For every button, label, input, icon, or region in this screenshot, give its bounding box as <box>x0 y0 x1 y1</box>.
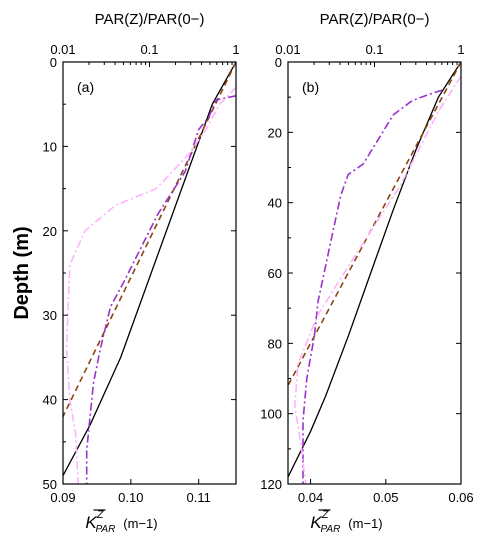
bottom-axis-title: KZ PAR (m−1) <box>85 509 157 535</box>
y-tick-label: 20 <box>43 224 57 239</box>
bottom-tick-label: 0.06 <box>448 490 473 505</box>
series-line-3 <box>293 75 461 484</box>
series-line-0 <box>63 62 236 476</box>
series-line-3 <box>65 86 236 484</box>
bottom-tick-label: 0.11 <box>187 490 211 505</box>
y-tick-label: 40 <box>268 196 282 211</box>
top-tick-label: 0.01 <box>275 42 300 57</box>
series-line-1 <box>63 62 236 417</box>
y-tick-label: 60 <box>268 266 282 281</box>
top-tick-label: 0.01 <box>50 42 75 57</box>
y-tick-label: 100 <box>260 407 282 422</box>
bottom-axis-title: KZ PAR (m−1) <box>310 509 382 535</box>
series-group <box>63 62 236 484</box>
plot-frame <box>287 61 462 485</box>
bottom-tick-label: 0.09 <box>50 490 75 505</box>
top-tick-label: 0.1 <box>140 42 158 57</box>
y-tick-label: 80 <box>268 336 282 351</box>
bottom-tick-label: 0.04 <box>298 490 323 505</box>
series-line-1 <box>288 62 461 386</box>
y-tick-label: 40 <box>43 393 57 408</box>
series-line-2 <box>85 95 236 484</box>
bottom-tick-label: 0.05 <box>373 490 398 505</box>
series-group <box>288 62 461 484</box>
series-line-2 <box>302 89 443 484</box>
series-line-0 <box>288 62 461 478</box>
bottom-tick-label: 0.10 <box>118 490 143 505</box>
top-axis-title: PAR(Z)/PAR(0−) <box>320 11 430 28</box>
panel-b: 0 20 40 60 80 100 120 0.04 0.05 0.06 0.01 0.1 1 PAR(Z… <box>260 11 473 535</box>
y-tick-label: 20 <box>268 125 282 140</box>
panel-label: (a) <box>77 79 94 95</box>
y-axis-title: Depth (m) <box>11 226 33 319</box>
top-axis-title: PAR(Z)/PAR(0−) <box>95 11 205 28</box>
y-tick-label: 0 <box>275 55 282 70</box>
y-tick-label: 30 <box>43 308 57 323</box>
top-tick-label: 1 <box>232 42 239 57</box>
panel-label: (b) <box>302 79 319 95</box>
y-tick-label: 10 <box>43 139 57 154</box>
top-tick-label: 0.1 <box>365 42 383 57</box>
top-tick-label: 1 <box>457 42 464 57</box>
y-tick-label: 120 <box>260 477 282 492</box>
y-tick-label: 50 <box>43 477 57 492</box>
y-tick-label: 0 <box>50 55 57 70</box>
